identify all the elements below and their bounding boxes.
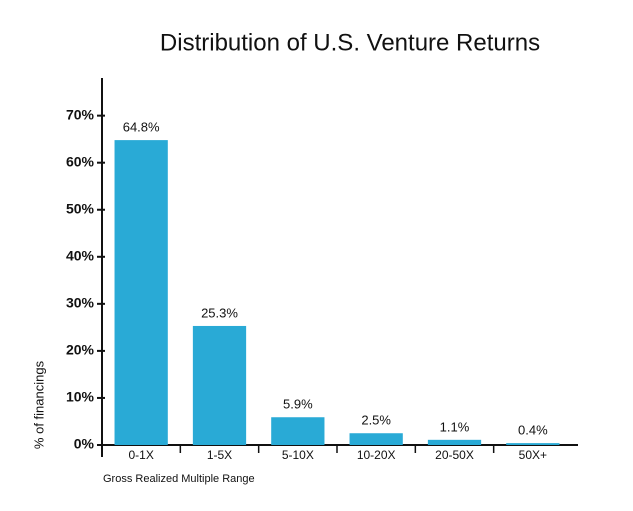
y-axis-title: % of financings	[31, 360, 46, 449]
y-tick-label: 10%	[66, 389, 95, 405]
chart-title: Distribution of U.S. Venture Returns	[160, 29, 540, 56]
y-tick-label: 20%	[66, 342, 95, 358]
bar	[349, 433, 403, 445]
value-label: 25.3%	[201, 305, 238, 320]
x-tick-label: 5-10X	[282, 448, 314, 462]
y-tick-label: 60%	[66, 153, 95, 169]
value-label: 2.5%	[361, 413, 391, 428]
bar	[427, 439, 482, 445]
bar	[192, 325, 247, 445]
y-tick-label: 0%	[74, 436, 95, 452]
value-label: 5.9%	[283, 397, 313, 412]
x-tick-label: 0-1X	[128, 448, 153, 462]
bar	[506, 443, 560, 445]
x-tick-label: 10-20X	[357, 448, 396, 462]
bar	[271, 417, 325, 445]
x-tick-label: 1-5X	[207, 448, 232, 462]
value-label: 1.1%	[440, 419, 470, 434]
x-tick-label: 50X+	[519, 448, 547, 462]
x-axis-title: Gross Realized Multiple Range	[103, 473, 255, 485]
y-tick-label: 70%	[66, 106, 95, 122]
y-tick-label: 50%	[66, 200, 95, 216]
x-tick-label: 20-50X	[435, 448, 474, 462]
y-tick-label: 30%	[66, 295, 95, 311]
value-label: 64.8%	[123, 120, 160, 135]
y-tick-label: 40%	[66, 247, 95, 263]
bar	[114, 140, 168, 445]
value-label: 0.4%	[518, 423, 548, 438]
